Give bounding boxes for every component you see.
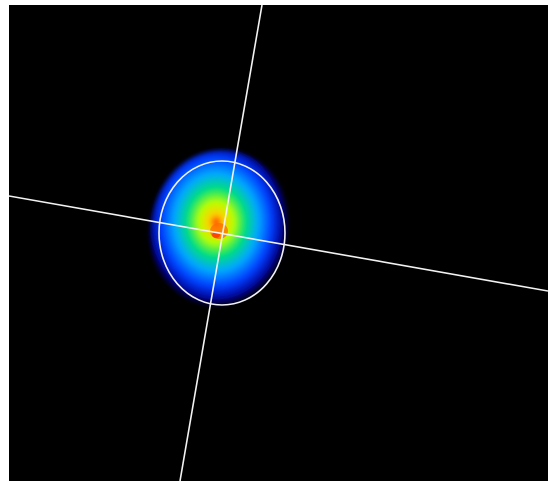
beam-profile-image — [9, 5, 548, 481]
beam-profile-viewport — [9, 5, 548, 481]
crosshair-vertical-line — [179, 5, 263, 481]
beam-width-ellipse — [158, 160, 286, 306]
crosshair-horizontal-line — [9, 195, 548, 292]
